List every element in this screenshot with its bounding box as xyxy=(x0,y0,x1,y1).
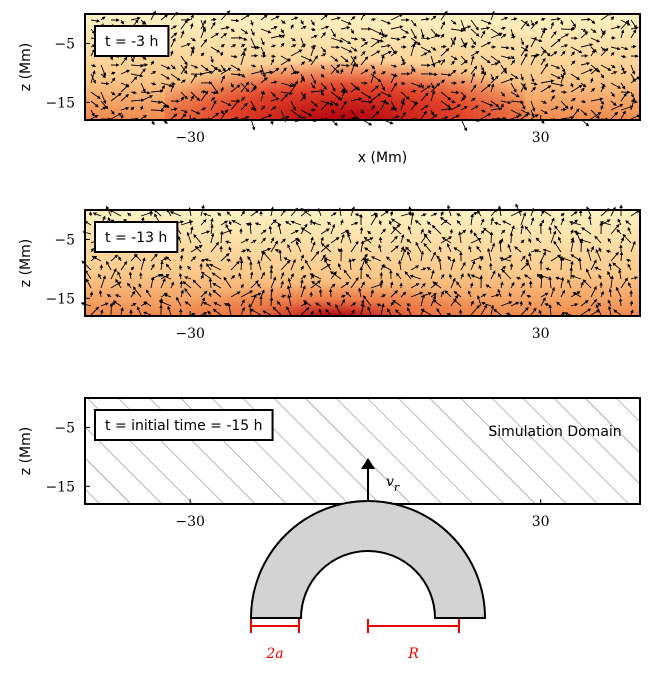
y-tick-label: −5 xyxy=(54,232,75,248)
flow-arrow xyxy=(161,300,162,306)
flow-arrow xyxy=(491,233,492,243)
x-tick-label: 30 xyxy=(532,514,550,530)
domain-label: Simulation Domain xyxy=(488,424,621,440)
y-tick-label: −15 xyxy=(45,291,75,307)
x-tick-label: 30 xyxy=(532,326,550,342)
x-axis-label: x (Mm) xyxy=(358,150,407,166)
flow-arrow xyxy=(620,300,621,306)
flow-arrow xyxy=(621,253,622,261)
x-tick-label: −30 xyxy=(175,326,205,342)
y-axis-label: z (Mm) xyxy=(18,239,34,287)
flow-arrow xyxy=(451,231,452,234)
time-label-text: t = initial time = -15 h xyxy=(105,418,263,434)
flow-arrow xyxy=(401,83,404,84)
radius-label: R xyxy=(407,646,419,662)
flow-arrow xyxy=(151,110,163,111)
x-tick-label: 30 xyxy=(532,130,550,146)
time-label: t = initial time = -15 h xyxy=(95,410,273,440)
y-axis-label: z (Mm) xyxy=(18,43,34,91)
time-label: t = -13 h xyxy=(95,222,177,252)
time-label-text: t = -13 h xyxy=(105,230,167,246)
flow-arrow xyxy=(431,74,436,75)
flow-arrow xyxy=(380,238,381,243)
y-tick-label: −5 xyxy=(54,36,75,52)
flow-arrow xyxy=(251,47,258,48)
flow-arrow xyxy=(501,118,505,119)
x-tick-label: −30 xyxy=(175,130,205,146)
flow-arrow xyxy=(90,213,91,216)
flux-tube xyxy=(251,501,485,618)
y-tick-label: −5 xyxy=(54,420,75,436)
flow-arrow xyxy=(631,46,635,47)
y-tick-label: −15 xyxy=(45,95,75,111)
y-tick-label: −15 xyxy=(45,479,75,495)
x-tick-label: −30 xyxy=(175,514,205,530)
flow-arrow xyxy=(271,299,272,306)
y-axis-label: z (Mm) xyxy=(18,427,34,475)
flow-arrow xyxy=(211,19,215,20)
flow-arrow xyxy=(561,109,565,110)
heatmap-core xyxy=(165,19,525,120)
flow-arrow xyxy=(421,38,429,39)
flow-arrow xyxy=(271,56,274,57)
time-label: t = -3 h xyxy=(95,26,168,56)
time-label-text: t = -3 h xyxy=(105,34,158,50)
width-label: 2a xyxy=(265,646,283,662)
